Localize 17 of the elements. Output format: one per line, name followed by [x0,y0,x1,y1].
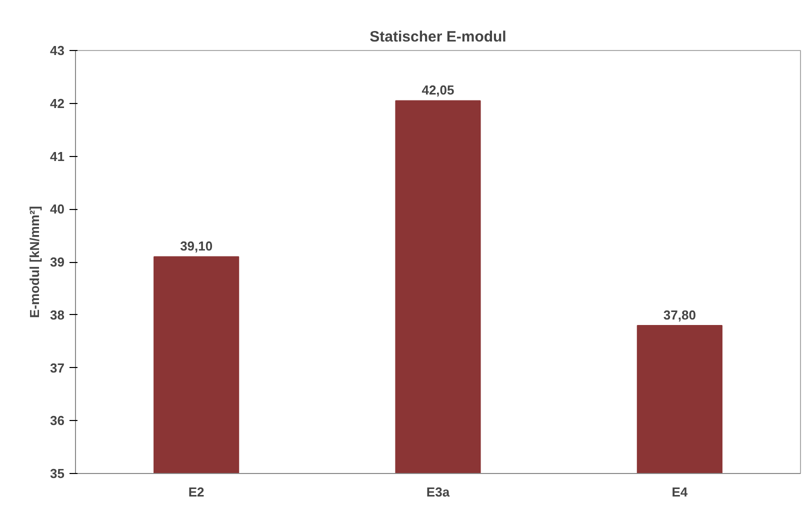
y-tick-label: 38 [50,307,65,322]
y-tick-label: 39 [50,254,65,270]
y-tick-label: 35 [50,466,65,481]
y-tick-label: 36 [50,413,65,428]
data-label: 39,10 [180,238,213,254]
chart-title: Statischer E-modul [370,28,506,46]
data-label: 37,80 [663,307,696,322]
y-tick-label: 37 [50,360,65,376]
y-tick-label: 41 [50,148,65,164]
y-tick-label: 40 [50,202,65,217]
x-tick-label: E2 [188,484,204,500]
data-label: 42,05 [422,82,454,98]
y-axis-title: E-modul [kN/mm²] [27,206,42,318]
x-tick-label: E4 [672,484,688,500]
y-tick-label: 43 [50,43,65,58]
x-tick-label: E3a [426,484,450,500]
y-tick-label: 42 [50,96,65,111]
